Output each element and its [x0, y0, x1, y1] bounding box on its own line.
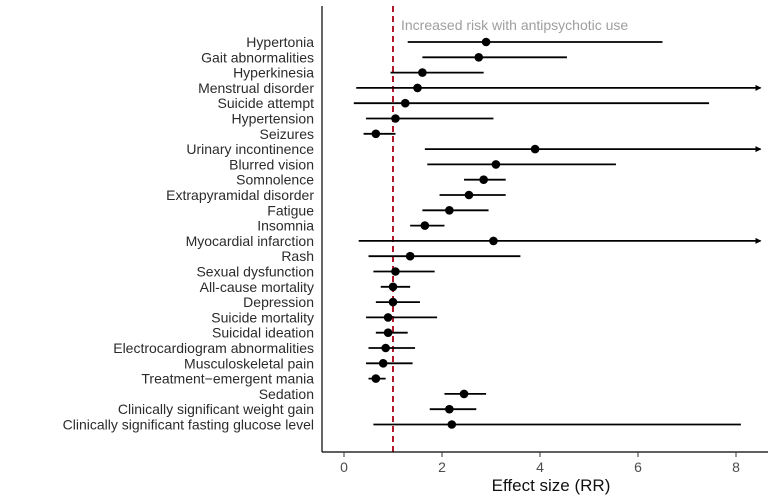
point-estimate [371, 129, 381, 139]
category-label: Somnolence [236, 172, 314, 188]
point-estimate [530, 144, 540, 154]
category-label: Extrapyramidal disorder [166, 187, 314, 203]
category-label: Menstrual disorder [198, 80, 314, 96]
x-tick-label: 8 [732, 459, 740, 475]
category-label: Sexual dysfunction [196, 264, 314, 280]
annotation-text: Increased risk with antipsychotic use [401, 17, 628, 33]
category-label: Hypertension [232, 111, 315, 127]
x-axis-title: Effect size (RR) [492, 476, 611, 495]
category-label: Clinically significant fasting glucose l… [63, 417, 314, 433]
point-estimate [445, 404, 454, 414]
x-tick-label: 4 [536, 459, 544, 475]
point-estimate [388, 282, 398, 292]
point-estimate [405, 251, 415, 261]
category-label: Depression [243, 294, 314, 310]
point-estimate [420, 221, 430, 230]
point-estimate [464, 190, 474, 200]
category-label: Seizures [260, 126, 314, 142]
point-estimate [413, 83, 422, 93]
point-estimate [445, 206, 454, 215]
category-label: Electrocardiogram abnormalities [113, 340, 314, 356]
category-label: Gait abnormalities [201, 49, 314, 65]
point-estimate [481, 37, 491, 47]
point-estimate [474, 53, 484, 62]
x-tick-label: 2 [438, 459, 446, 475]
category-label: Suicidal ideation [212, 325, 314, 341]
category-label: Hypertonia [246, 34, 314, 50]
category-label: Fatigue [267, 202, 314, 218]
point-estimate [400, 98, 410, 108]
category-label: Blurred vision [229, 156, 314, 172]
category-label: Musculoskeletal pain [184, 355, 314, 371]
category-label: Suicide mortality [211, 309, 314, 325]
category-label: Sedation [259, 386, 314, 402]
point-estimate [491, 160, 501, 169]
point-estimate [391, 114, 400, 123]
x-tick-label: 0 [340, 459, 348, 475]
confidence-interval-layer [353, 41, 762, 426]
x-tick-label: 6 [634, 459, 642, 475]
point-estimate [418, 68, 427, 77]
point-estimate [489, 236, 498, 246]
category-label: Hyperkinesia [233, 65, 314, 81]
category-label: Urinary incontinence [186, 141, 314, 157]
category-label: Suicide attempt [218, 95, 315, 111]
point-estimate [378, 359, 388, 368]
category-label: Insomnia [257, 218, 314, 234]
x-axis: 0 2 4 6 8 [322, 451, 768, 475]
category-label: Rash [281, 248, 314, 264]
point-estimate [383, 328, 393, 338]
point-estimate [391, 267, 400, 276]
point-estimate [381, 343, 390, 353]
category-label: Myocardial infarction [186, 233, 314, 249]
point-estimate [479, 175, 488, 184]
category-label: Clinically significant weight gain [118, 401, 314, 417]
point-estimate [371, 374, 381, 383]
point-estimate [447, 420, 457, 429]
category-label: All-cause mortality [200, 279, 314, 295]
point-estimate [459, 389, 469, 399]
point-estimate [388, 297, 398, 307]
category-label: Treatment−emergent mania [141, 371, 314, 387]
point-estimate-layer [371, 37, 540, 429]
point-estimate [383, 313, 393, 322]
